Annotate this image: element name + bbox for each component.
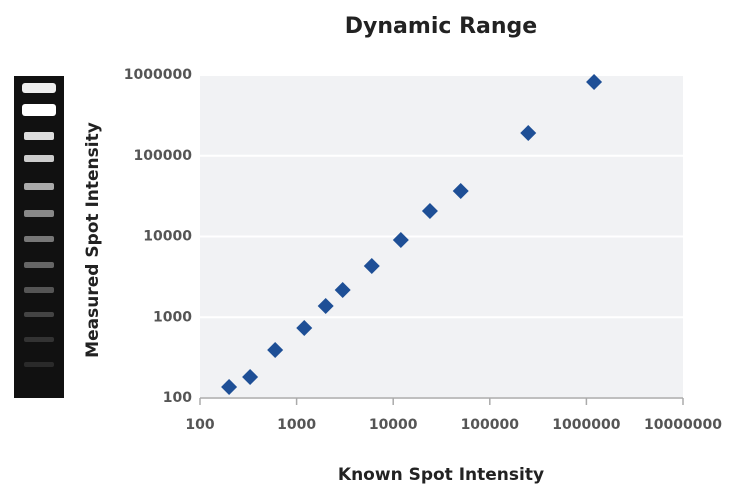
y-axis-label: Measured Spot Intensity (83, 122, 103, 358)
x-tick-label: 100 (185, 417, 214, 433)
y-tick-label: 100000 (134, 148, 193, 164)
y-tick-label: 10000 (143, 229, 192, 245)
y-tick-label: 1000 (153, 309, 192, 325)
point (520, 125, 537, 142)
x-tick-label: 1000000 (552, 417, 620, 433)
point (334, 282, 351, 299)
chart-title: Dynamic Range (345, 14, 537, 39)
point (317, 298, 334, 315)
x-tick-label: 1000 (277, 417, 316, 433)
point (392, 231, 409, 248)
point (452, 182, 469, 199)
gel-image (14, 76, 64, 398)
point (267, 342, 284, 359)
point (242, 368, 259, 385)
point (296, 319, 313, 336)
point (221, 378, 238, 395)
x-tick-label: 100000 (461, 417, 520, 433)
point (421, 202, 438, 219)
point (586, 74, 603, 91)
point (363, 257, 380, 274)
x-tick-label: 10000000 (644, 417, 722, 433)
x-tick-label: 10000 (369, 417, 418, 433)
y-tick-label: 1000000 (124, 67, 192, 83)
y-tick-label: 100 (163, 390, 192, 406)
x-axis-label: Known Spot Intensity (338, 465, 544, 485)
